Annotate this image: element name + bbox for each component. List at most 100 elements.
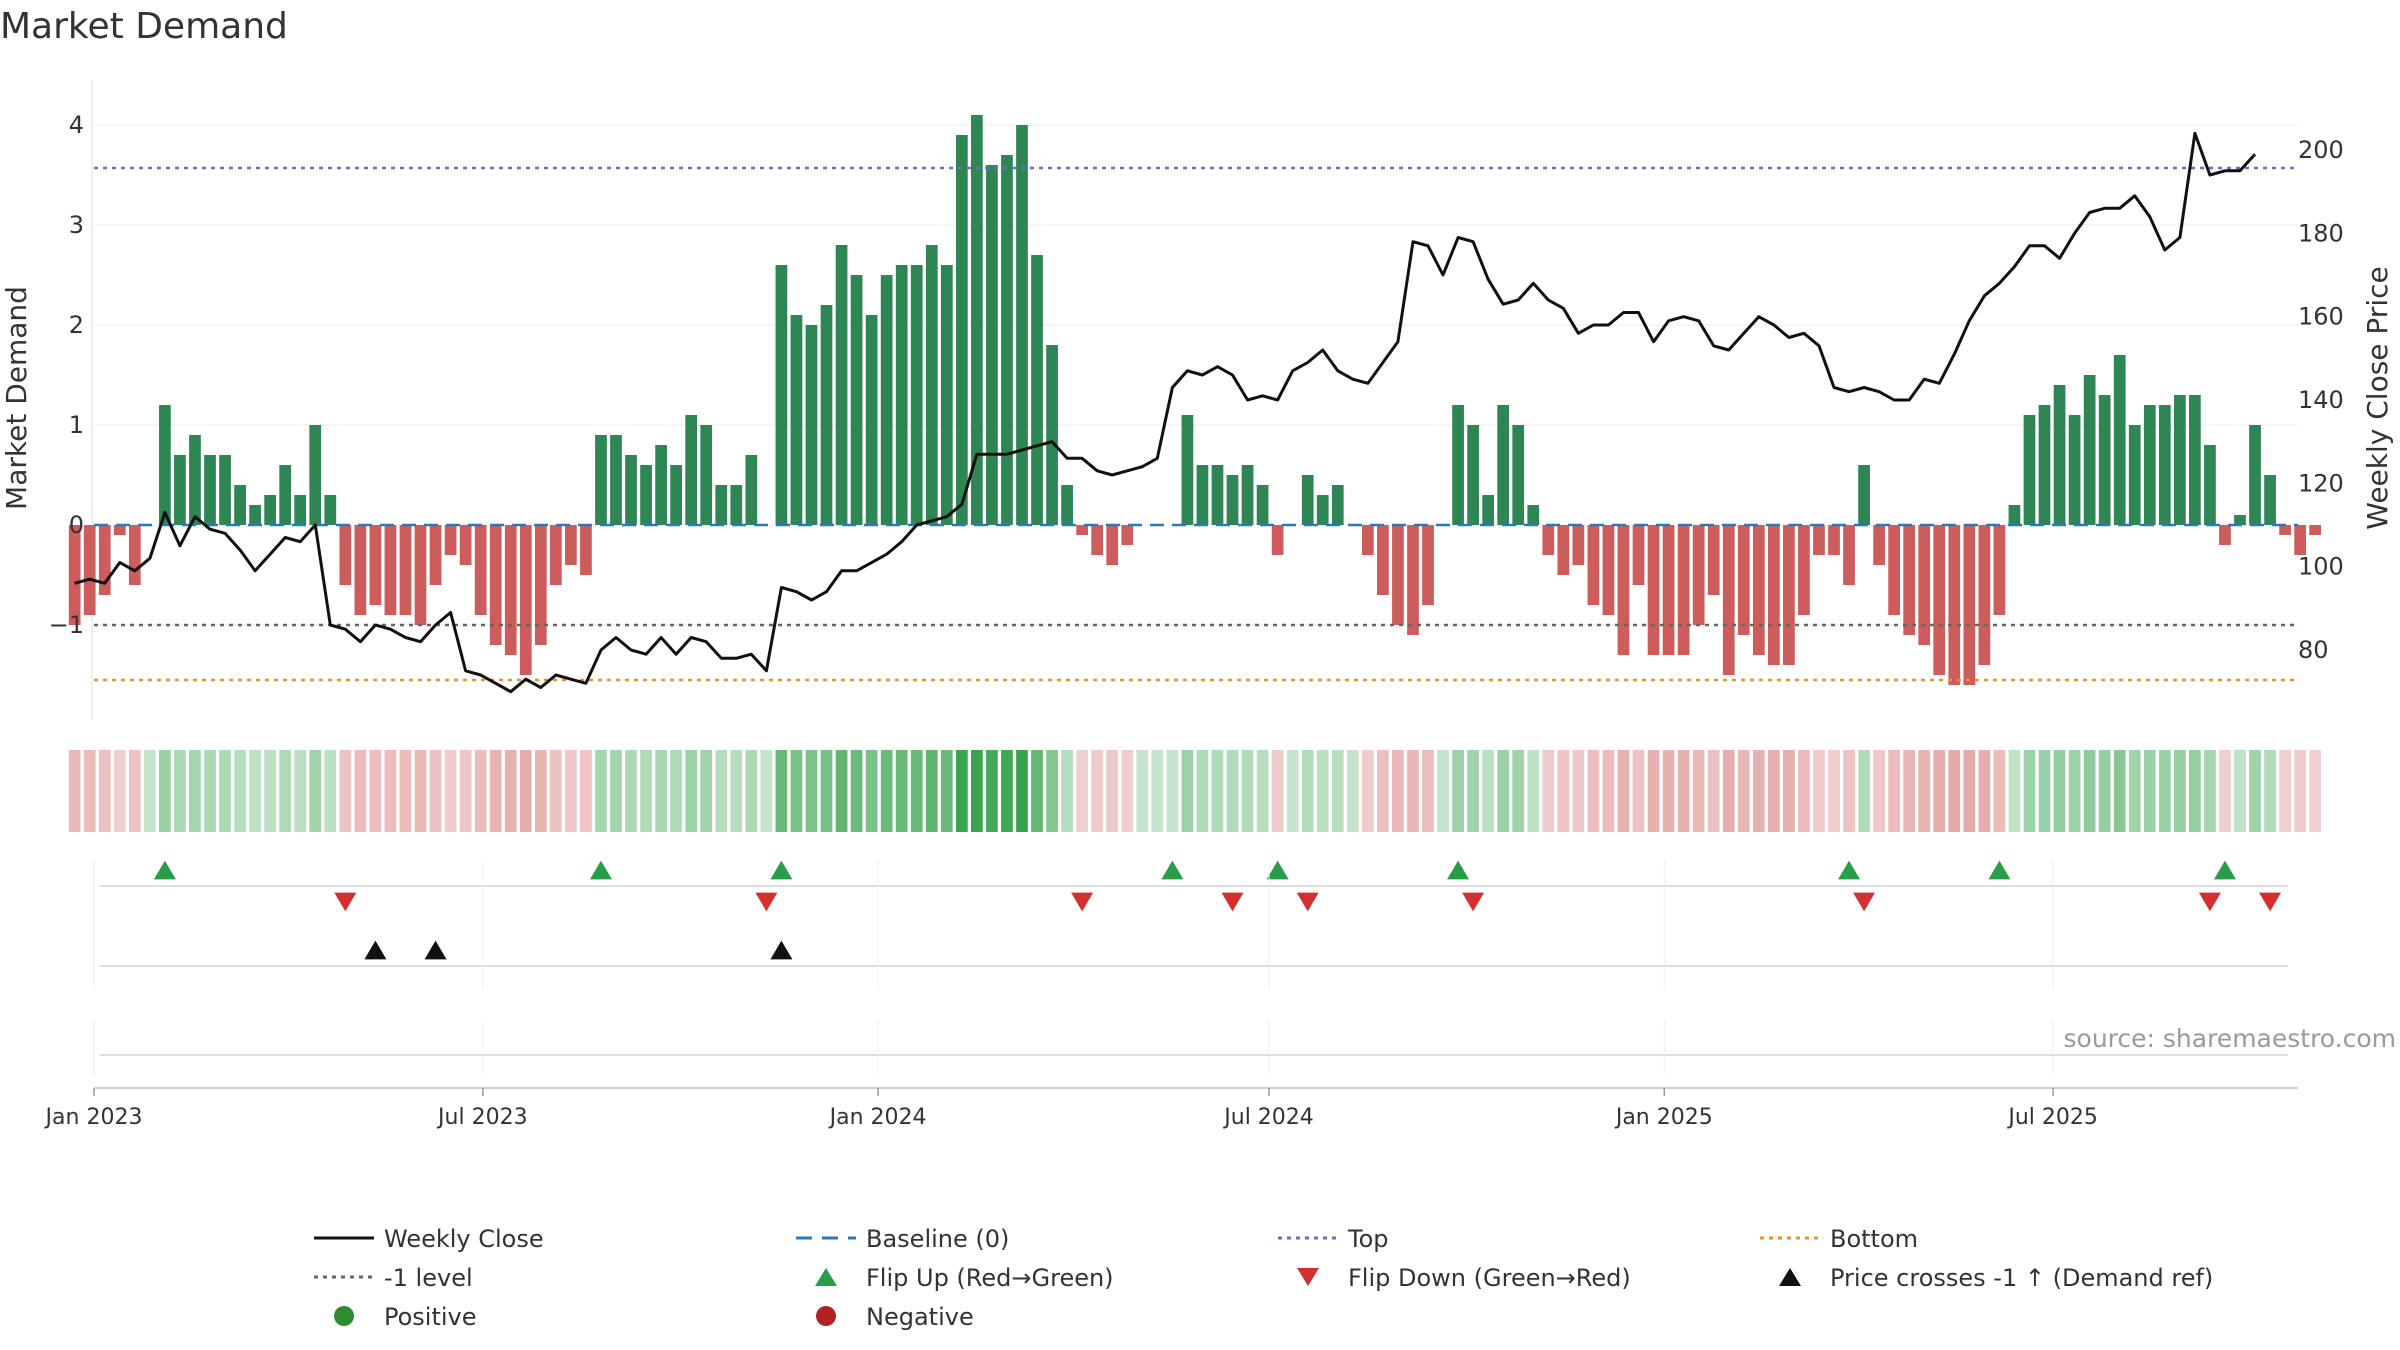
demand-bar xyxy=(1752,525,1765,655)
demand-bar xyxy=(1106,525,1119,565)
heat-cell xyxy=(1061,750,1073,832)
flip-down-marker xyxy=(1462,892,1485,912)
flip-up-marker xyxy=(1161,860,1184,880)
y-right-tick-label: 100 xyxy=(2298,553,2344,581)
demand-bar xyxy=(1196,465,1209,525)
demand-bar xyxy=(835,245,848,525)
legend-label: Positive xyxy=(384,1303,477,1331)
demand-bar xyxy=(2204,445,2216,525)
demand-bar xyxy=(414,525,427,625)
y-left-tick-label: −1 xyxy=(49,611,84,639)
heat-cell xyxy=(910,750,923,832)
y-left-tick-label: 4 xyxy=(69,111,84,139)
demand-bar xyxy=(640,465,652,525)
flip-up-marker xyxy=(589,860,612,880)
demand-bar xyxy=(1632,525,1645,585)
cross-up-marker xyxy=(424,940,447,960)
heat-cell xyxy=(1151,750,1164,832)
heat-cell xyxy=(1226,750,1239,832)
heat-cell xyxy=(204,750,216,832)
demand-bar xyxy=(1527,505,1540,525)
legend-label: -1 level xyxy=(384,1264,473,1292)
heat-cell xyxy=(1407,750,1419,832)
heat-cell xyxy=(2098,750,2111,832)
heat-cell xyxy=(1888,750,1901,832)
heat-cell xyxy=(1722,750,1735,832)
demand-bar xyxy=(1181,415,1194,525)
heat-cell xyxy=(610,750,622,832)
heat-cell xyxy=(2023,750,2036,832)
demand-bar xyxy=(565,525,577,565)
demand-bar xyxy=(1662,525,1675,655)
demand-bar xyxy=(1211,465,1224,525)
heat-cell xyxy=(1843,750,1855,832)
heat-cell xyxy=(1903,750,1916,832)
demand-bar xyxy=(1858,465,1870,525)
heat-cell xyxy=(504,750,517,832)
demand-bar xyxy=(1497,405,1510,525)
heat-cell xyxy=(880,750,893,832)
heat-cell xyxy=(2309,750,2322,832)
demand-bar xyxy=(910,265,923,525)
demand-bar xyxy=(1692,525,1705,625)
heat-cell xyxy=(113,750,126,832)
demand-bar xyxy=(1978,525,1991,665)
heat-cell xyxy=(670,750,683,832)
demand-bar xyxy=(474,525,487,615)
legend-item: -1 level xyxy=(314,1264,473,1292)
demand-bar xyxy=(2083,375,2096,525)
heat-cell xyxy=(2279,750,2291,832)
heat-cell xyxy=(1963,750,1976,832)
y-right-tick-label: 200 xyxy=(2298,136,2344,164)
heat-cell xyxy=(2249,750,2261,832)
heat-cell xyxy=(1858,750,1870,832)
demand-bar xyxy=(2098,395,2111,525)
heat-cell xyxy=(2113,750,2126,832)
heat-cell xyxy=(1346,750,1359,832)
heat-cell xyxy=(760,750,773,832)
demand-bar xyxy=(234,485,246,525)
y-axis-left-ticks: 4 3 2 1 0 −1 xyxy=(49,111,84,639)
heat-cell xyxy=(128,750,141,832)
demand-bar xyxy=(715,485,728,525)
heat-cell xyxy=(1647,750,1660,832)
heat-cell xyxy=(2143,750,2156,832)
heat-cell xyxy=(294,750,307,832)
demand-bar xyxy=(1467,425,1479,525)
heat-cell xyxy=(1828,750,1840,832)
heat-cell xyxy=(1091,750,1104,832)
heat-cell xyxy=(1106,750,1119,832)
heat-cell xyxy=(2294,750,2307,832)
demand-bar xyxy=(805,325,818,525)
demand-bar xyxy=(1903,525,1916,635)
heat-cell xyxy=(1046,750,1058,832)
demand-bar xyxy=(1767,525,1780,665)
heat-cell xyxy=(1196,750,1209,832)
heat-cell xyxy=(399,750,412,832)
heat-cell xyxy=(2068,750,2081,832)
demand-bar xyxy=(2249,425,2261,525)
heat-cell xyxy=(700,750,713,832)
demand-bar xyxy=(174,455,186,525)
demand-bar xyxy=(2189,395,2201,525)
heat-cell xyxy=(1256,750,1269,832)
demand-bar xyxy=(1331,485,1344,525)
heat-cell xyxy=(2219,750,2231,832)
demand-bar xyxy=(1933,525,1946,675)
demand-bar xyxy=(1993,525,2006,615)
demand-bar xyxy=(189,435,201,525)
heat-cell xyxy=(279,750,292,832)
demand-bar xyxy=(1783,525,1795,665)
heat-cell xyxy=(955,750,968,832)
demand-bar xyxy=(549,525,562,585)
legend-label: Top xyxy=(1347,1225,1389,1253)
heat-cell xyxy=(685,750,698,832)
heat-cell xyxy=(1707,750,1720,832)
demand-bar xyxy=(68,525,81,625)
demand-bar xyxy=(955,135,968,525)
demand-bar xyxy=(1677,525,1690,655)
y-left-tick-label: 2 xyxy=(69,311,84,339)
heat-cell xyxy=(534,750,547,832)
flip-down-marker xyxy=(2259,892,2282,912)
y-right-tick-label: 180 xyxy=(2298,219,2344,247)
